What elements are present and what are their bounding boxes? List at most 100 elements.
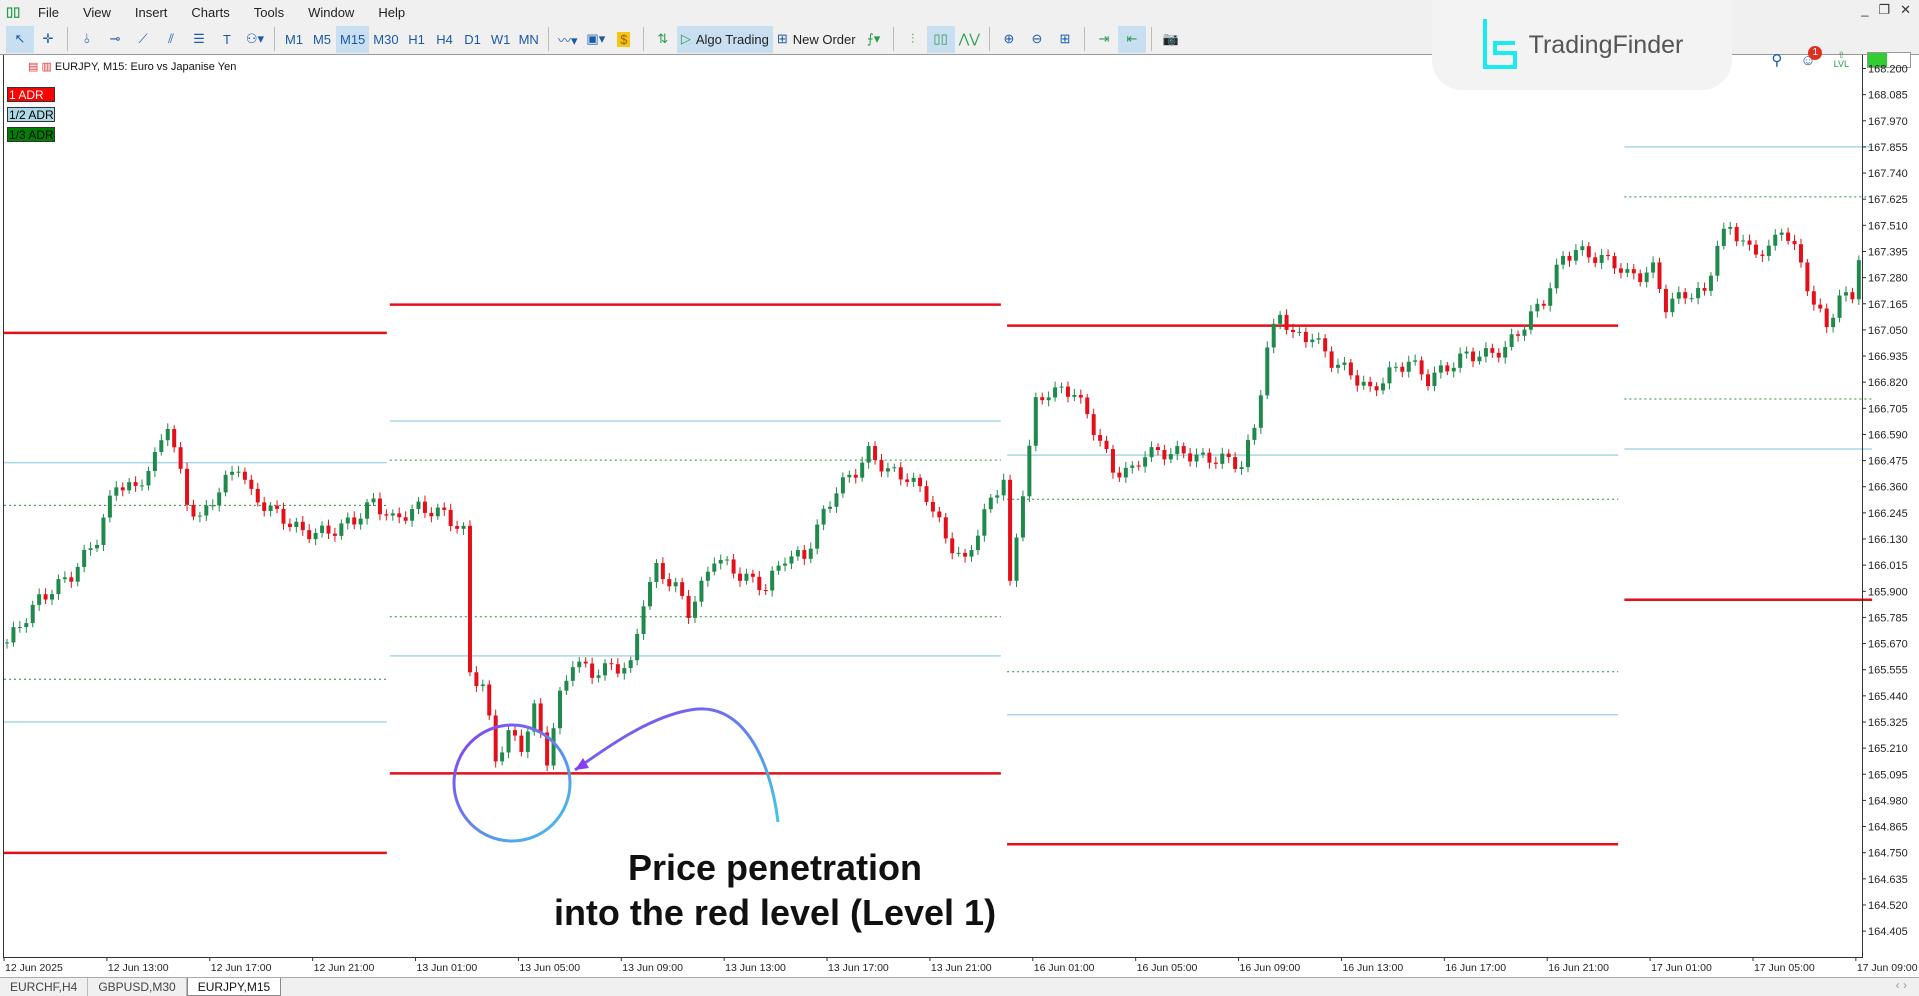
search-icon[interactable]: ⚲ <box>1771 52 1783 69</box>
fibonacci-icon[interactable]: ☰ <box>193 31 205 46</box>
candle-body <box>1528 311 1533 330</box>
timeframe-w1[interactable]: W1 <box>490 31 511 47</box>
candle <box>1618 263 1623 279</box>
timeframe-d1[interactable]: D1 <box>464 31 481 47</box>
candle <box>17 620 22 633</box>
candle-body <box>210 505 215 507</box>
app-logo-icon: ▯▯ <box>6 4 21 19</box>
candle <box>1078 389 1083 404</box>
menu-file[interactable]: File <box>38 4 59 20</box>
candle <box>1181 442 1186 459</box>
lvl-icon[interactable]: ⇧ LVL <box>1833 50 1849 69</box>
candle <box>352 511 357 530</box>
candle <box>1130 461 1135 474</box>
candle <box>1432 366 1437 392</box>
tab-scroll-arrows[interactable]: ‹ › <box>1895 978 1907 992</box>
candle <box>1753 240 1758 258</box>
candle-body <box>943 517 948 539</box>
menu-window[interactable]: Window <box>308 4 355 20</box>
zoom-out-icon[interactable]: ⊖ <box>1031 31 1043 46</box>
tab-gbpusd-m30[interactable]: GBPUSD,M30 <box>88 978 187 996</box>
candle-body <box>712 563 717 572</box>
candle <box>1239 461 1244 475</box>
grid-icon[interactable]: ⊞ <box>1059 31 1071 46</box>
crosshair-icon[interactable]: ✛ <box>42 31 54 46</box>
candle <box>1381 377 1386 395</box>
timeframe-m15[interactable]: M15 <box>336 25 370 53</box>
trendline-icon[interactable]: ⟋ <box>138 31 148 46</box>
vertical-line-icon[interactable]: ⫰ <box>84 31 90 46</box>
tab-eurjpy-m15[interactable]: EURJPY,M15 <box>186 978 282 996</box>
candle-body <box>1291 329 1295 333</box>
signal-icon[interactable]: ⨍▾ <box>866 31 881 46</box>
legend-half-adr: 1/2 ADR <box>7 107 55 122</box>
menu-view[interactable]: View <box>82 4 111 20</box>
candle-body <box>1065 386 1070 397</box>
candle-body <box>1438 365 1443 373</box>
account-icon[interactable]: ☺ 1 <box>1800 45 1823 69</box>
candle <box>783 557 788 572</box>
minimize-icon[interactable]: _ <box>1861 2 1869 17</box>
bar-chart-icon[interactable]: ⫶ <box>910 31 915 46</box>
candle-body <box>1348 362 1353 376</box>
candle <box>1766 239 1771 262</box>
candle-body <box>1213 462 1218 464</box>
buy-sell-icon[interactable]: ⇅ <box>657 31 669 46</box>
candle <box>1451 362 1456 378</box>
candle-body <box>853 474 858 478</box>
candle-body <box>307 530 312 540</box>
restore-icon[interactable]: ❐ <box>1878 2 1891 17</box>
candle-body <box>1471 351 1476 362</box>
horizontal-line-icon[interactable]: ⊸ <box>109 31 121 46</box>
candle-body <box>467 525 472 673</box>
candle-body <box>602 663 607 676</box>
timeframe-mn[interactable]: MN <box>518 31 539 47</box>
price-tick-label: 168.200 <box>1868 64 1908 76</box>
time-tick-label: 16 Jun 09:00 <box>1240 962 1301 974</box>
close-icon[interactable]: ✕ <box>1900 2 1911 17</box>
algo-trading-button[interactable]: ▷ Algo Trading <box>676 25 773 53</box>
timeframe-m1[interactable]: M1 <box>284 31 304 47</box>
screenshot-icon[interactable]: 📷 <box>1162 31 1179 46</box>
candle <box>1323 334 1328 358</box>
menu-help[interactable]: Help <box>378 4 406 20</box>
candle <box>377 492 382 521</box>
templates-icon[interactable]: ▣▾ <box>586 31 606 46</box>
candle-body <box>1805 262 1810 292</box>
menu-charts[interactable]: Charts <box>191 4 230 20</box>
candle <box>1110 444 1115 479</box>
new-order-button[interactable]: ⊞ New Order <box>776 31 856 47</box>
candle-body <box>905 479 910 482</box>
timeframe-m5[interactable]: M5 <box>312 31 332 47</box>
channel-icon[interactable]: ⫽ <box>168 31 174 46</box>
price-chart[interactable]: 168.200 168.085 167.970 167.855 167.740 167.6… <box>0 55 1919 977</box>
chart-shift-icon[interactable]: ⇤ <box>1117 25 1146 53</box>
candle <box>1374 382 1379 397</box>
menu-tools[interactable]: Tools <box>253 4 285 20</box>
candlestick-icon[interactable]: ▯▯ <box>926 25 955 53</box>
timeframe-h1[interactable]: H1 <box>408 31 425 47</box>
shapes-icon[interactable]: ⚇▾ <box>245 31 265 46</box>
dollar-icon[interactable]: $ <box>610 26 638 53</box>
timeframe-h4[interactable]: H4 <box>436 31 453 47</box>
indicators-icon[interactable]: 〰▾ <box>558 32 578 48</box>
timeframe-m30[interactable]: M30 <box>373 31 399 47</box>
candle <box>230 465 235 481</box>
candle <box>609 658 614 671</box>
candle <box>1361 375 1366 390</box>
candle-body <box>474 672 479 687</box>
autoscroll-icon[interactable]: ⇥ <box>1098 31 1110 46</box>
text-icon[interactable]: T <box>223 31 231 47</box>
zoom-in-icon[interactable]: ⊕ <box>1003 31 1015 46</box>
tab-eurchf-h4[interactable]: EURCHF,H4 <box>0 978 89 996</box>
line-chart-icon[interactable]: ⋀⋁ <box>958 31 980 46</box>
cursor-icon[interactable]: ↖ <box>6 25 34 53</box>
candle-body <box>358 518 363 525</box>
candle <box>1213 456 1218 469</box>
menu-insert[interactable]: Insert <box>134 4 168 20</box>
candle <box>1104 435 1109 454</box>
candle <box>320 521 325 538</box>
candle-body <box>686 595 691 618</box>
candle <box>853 468 858 484</box>
candle-body <box>11 627 16 643</box>
